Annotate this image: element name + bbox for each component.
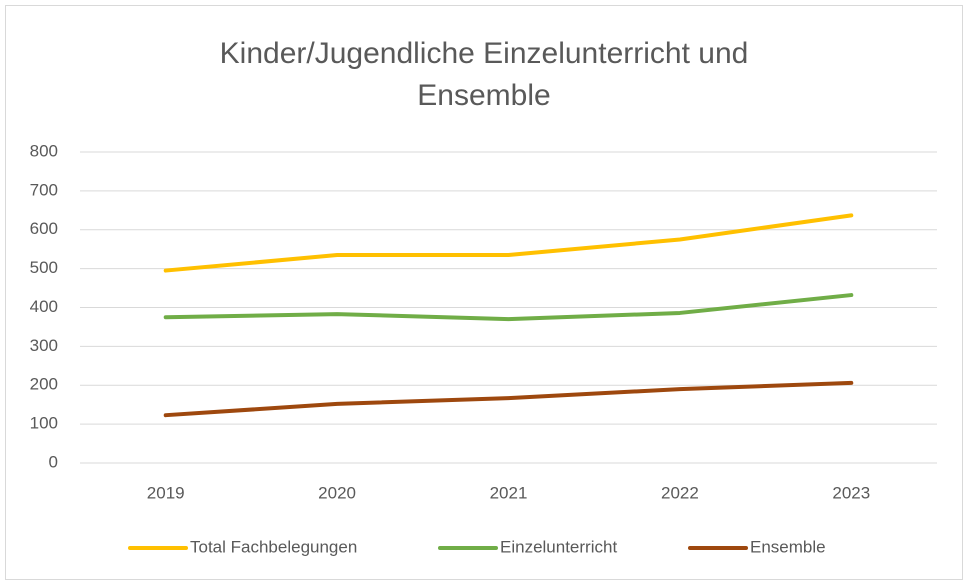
y-tick-label: 200 [30,375,58,394]
legend-label: Ensemble [750,537,826,556]
y-tick-label: 300 [30,336,58,355]
x-tick-label: 2022 [661,483,699,502]
x-tick-label: 2019 [147,483,185,502]
chart-title: Kinder/Jugendliche Einzelunterricht und … [219,37,749,112]
y-tick-label: 100 [30,414,58,433]
x-tick-label: 2020 [318,483,356,502]
line-series [163,213,854,273]
chart-border [5,5,963,580]
legend-label: Total Fachbelegungen [190,537,357,556]
y-tick-label: 600 [30,219,58,238]
y-tick-label: 800 [30,141,58,160]
legend-label: Einzelunterricht [500,537,617,556]
y-tick-label: 700 [30,180,58,199]
y-tick-label: 0 [49,452,58,471]
line-series [163,380,854,418]
y-tick-label: 400 [30,297,58,316]
line-series [163,293,854,322]
y-tick-label: 500 [30,258,58,277]
x-tick-label: 2021 [490,483,528,502]
x-tick-label: 2023 [832,483,870,502]
